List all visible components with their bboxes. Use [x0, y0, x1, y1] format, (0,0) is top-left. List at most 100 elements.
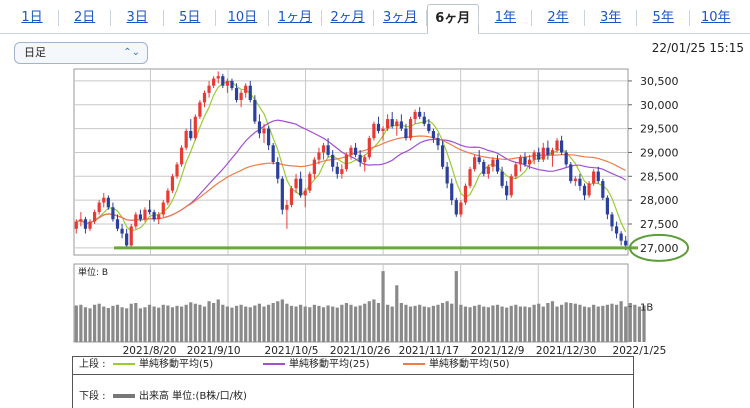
candle-body — [134, 214, 138, 227]
volume-bar — [335, 307, 339, 342]
candle-body — [129, 226, 133, 246]
candle-body — [514, 164, 518, 177]
tab-period-7[interactable]: 3ヶ月 — [383, 10, 418, 25]
legend-ma50-text: 単純移動平均(50) — [429, 359, 510, 370]
period-tabs: 1日 2日 3日 5日 10日 1ヶ月 2ヶ月 3ヶ月 6ヶ月 1年 2年 3年 5年 10年 — [0, 0, 750, 34]
tab-period-12[interactable]: 5年 — [652, 10, 674, 25]
volume-bar — [486, 307, 490, 342]
volume-bar — [303, 306, 307, 342]
legend-ma25-text: 単純移動平均(25) — [289, 359, 370, 370]
volume-bar — [289, 305, 294, 342]
volume-bar — [326, 305, 330, 342]
legend-swatch-ma50 — [403, 363, 425, 365]
x-tick-label: 2021/12/9 — [471, 345, 525, 357]
y-tick-label: 28,500 — [640, 170, 679, 183]
volume-bar — [106, 307, 110, 342]
volume-bar — [642, 305, 646, 342]
candle-body — [413, 111, 417, 120]
candle-body — [500, 171, 504, 186]
volume-bar — [527, 307, 532, 342]
volume-bar — [436, 304, 440, 342]
candle-body — [102, 197, 106, 203]
tab-period-3[interactable]: 5日 — [179, 10, 201, 25]
volume-bar — [431, 305, 436, 342]
volume-bar — [582, 306, 587, 342]
tab-period-11[interactable]: 3年 — [599, 10, 622, 25]
volume-bar — [212, 303, 216, 342]
volume-bar — [363, 303, 367, 342]
volume-bar — [74, 305, 78, 342]
volume-bar — [463, 306, 468, 342]
candle-body — [93, 212, 97, 222]
candle-body — [578, 178, 582, 186]
volume-bar — [390, 306, 394, 342]
candle-body — [436, 138, 440, 146]
volume-bar — [454, 271, 458, 342]
tab-period-8[interactable]: 6ヶ月 — [426, 4, 479, 34]
candle-body — [532, 152, 536, 160]
volume-bar — [445, 301, 449, 342]
candle-body — [376, 123, 381, 131]
volume-bar — [147, 304, 152, 342]
volume-unit-label: 単位: B — [78, 266, 108, 278]
tab-period-5[interactable]: 1ヶ月 — [277, 10, 313, 25]
volume-bar — [184, 304, 188, 342]
tab-period-4[interactable]: 10日 — [227, 10, 258, 25]
volume-bar — [157, 307, 161, 342]
candle-body — [614, 226, 619, 234]
volume-bar — [143, 307, 147, 342]
legend-swatch-volume — [113, 394, 135, 398]
candle-body — [285, 204, 289, 210]
candle-body — [610, 214, 614, 227]
candle-body — [276, 162, 280, 179]
candle-body — [445, 166, 449, 184]
candle-body — [386, 119, 390, 129]
volume-bar — [573, 303, 577, 342]
volume-bar — [207, 301, 211, 342]
tab-period-13[interactable]: 10年 — [701, 10, 731, 25]
candle-body — [605, 197, 609, 215]
tab-period-2[interactable]: 3日 — [126, 10, 148, 25]
y-tick-label: 27,500 — [640, 218, 679, 231]
volume-bar — [628, 303, 632, 342]
tab-period-9[interactable]: 1年 — [494, 10, 517, 25]
x-tick-label: 2021/10/26 — [330, 345, 391, 357]
x-tick-label: 2021/8/20 — [123, 345, 177, 357]
tab-period-10[interactable]: 2年 — [547, 10, 569, 25]
legend-item-ma25: 単純移動平均(25) — [263, 357, 370, 373]
candle-body — [230, 80, 234, 89]
candle-body — [372, 123, 376, 139]
volume-bar — [459, 304, 463, 342]
volume-bar — [550, 301, 555, 342]
candle-body — [619, 233, 623, 241]
candle-body — [601, 181, 605, 198]
volume-bar — [138, 308, 142, 342]
volume-bar — [587, 307, 591, 342]
candle-body — [569, 164, 573, 182]
legend-swatch-ma25 — [263, 363, 285, 365]
tab-separator — [110, 10, 112, 26]
volume-bar — [408, 306, 413, 342]
tab-period-0[interactable]: 1日 — [21, 10, 43, 25]
candle-body — [225, 80, 229, 86]
candle-body — [143, 209, 147, 220]
candle-body — [317, 152, 321, 160]
volume-bar — [244, 306, 248, 342]
candle-body — [262, 128, 266, 134]
tab-period-1[interactable]: 2日 — [73, 10, 96, 25]
candle-body — [157, 214, 161, 220]
interval-select[interactable]: 日足 ⌃⌄ — [14, 42, 148, 64]
tab-separator — [57, 10, 59, 26]
y-tick-label: 28,000 — [640, 194, 679, 207]
candle-body — [422, 116, 426, 124]
volume-bar — [166, 305, 170, 342]
volume-bar — [555, 306, 559, 342]
volume-bar — [427, 307, 431, 342]
volume-bar — [280, 299, 284, 342]
volume-bar — [601, 305, 605, 342]
candle-body — [518, 157, 523, 165]
volume-bar — [386, 304, 390, 342]
interval-select-value: 日足 — [24, 46, 46, 59]
candle-body — [299, 178, 303, 196]
tab-period-6[interactable]: 2ヶ月 — [330, 10, 365, 25]
